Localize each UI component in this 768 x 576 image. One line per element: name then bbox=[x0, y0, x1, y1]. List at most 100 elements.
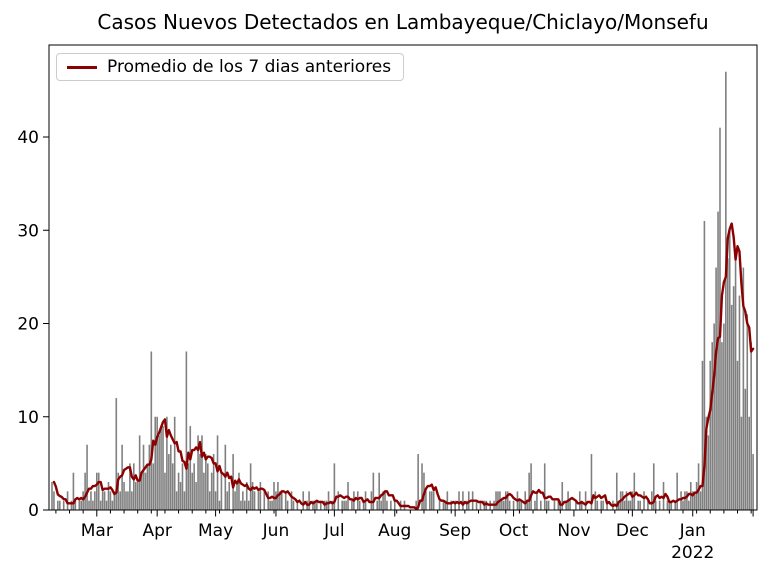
bar bbox=[251, 482, 254, 510]
bar bbox=[651, 491, 653, 510]
bar bbox=[752, 454, 754, 510]
bar bbox=[271, 500, 273, 510]
bar bbox=[376, 500, 379, 510]
bar bbox=[466, 500, 468, 510]
bar bbox=[528, 472, 530, 510]
bar bbox=[160, 426, 162, 510]
x-tick-label: Jan bbox=[679, 521, 706, 541]
bar bbox=[244, 500, 246, 510]
bar bbox=[524, 491, 527, 510]
bar bbox=[249, 463, 252, 511]
bar bbox=[115, 398, 118, 510]
x-tick-label: Mar bbox=[81, 521, 113, 541]
bar bbox=[686, 491, 688, 510]
bar bbox=[316, 500, 318, 510]
bar bbox=[259, 482, 262, 510]
bar bbox=[732, 286, 735, 510]
bar bbox=[506, 491, 509, 510]
bar bbox=[575, 500, 577, 510]
bar bbox=[674, 500, 676, 510]
bar bbox=[341, 500, 343, 510]
bar bbox=[382, 491, 384, 510]
x-tick-year-label: 2022 bbox=[671, 543, 714, 563]
bar bbox=[138, 435, 141, 510]
bar bbox=[144, 472, 147, 510]
bar bbox=[647, 500, 649, 510]
bar bbox=[228, 482, 231, 510]
bar bbox=[150, 351, 153, 510]
bar bbox=[637, 500, 639, 510]
bar bbox=[331, 500, 334, 510]
bar bbox=[703, 220, 706, 510]
bar bbox=[479, 500, 482, 510]
bar bbox=[117, 472, 120, 510]
bar bbox=[179, 482, 182, 510]
bar bbox=[565, 500, 567, 510]
bar bbox=[530, 463, 532, 511]
bar bbox=[691, 491, 694, 510]
x-tick-label: Jul bbox=[323, 521, 345, 541]
bar bbox=[518, 500, 521, 510]
bar bbox=[362, 500, 365, 510]
bar bbox=[380, 500, 382, 510]
bar bbox=[728, 230, 731, 510]
bar bbox=[156, 416, 158, 510]
bar bbox=[417, 454, 419, 510]
bar bbox=[557, 500, 560, 510]
bar bbox=[393, 500, 396, 510]
bar bbox=[337, 491, 340, 510]
bar bbox=[695, 482, 698, 510]
bar bbox=[119, 491, 121, 510]
bar bbox=[201, 435, 203, 510]
bar bbox=[146, 463, 149, 511]
bar bbox=[508, 500, 511, 510]
bar bbox=[177, 472, 180, 510]
bar bbox=[503, 500, 505, 510]
bar bbox=[185, 351, 188, 510]
bar bbox=[458, 491, 460, 510]
bar bbox=[158, 435, 160, 510]
bar bbox=[590, 454, 593, 510]
x-tick-label: Oct bbox=[499, 521, 529, 541]
bar bbox=[450, 500, 453, 510]
bar bbox=[689, 482, 692, 510]
bar bbox=[543, 463, 546, 511]
bar bbox=[372, 472, 375, 510]
bar bbox=[748, 416, 751, 510]
bar bbox=[740, 416, 743, 510]
bar bbox=[281, 491, 283, 510]
bar bbox=[199, 454, 201, 510]
bar bbox=[333, 463, 336, 511]
bar bbox=[730, 304, 733, 510]
bar bbox=[218, 500, 221, 510]
bar bbox=[421, 463, 423, 511]
bar bbox=[148, 444, 151, 510]
bar bbox=[290, 491, 293, 510]
bar bbox=[668, 500, 671, 510]
bar bbox=[125, 491, 127, 510]
bar bbox=[643, 491, 645, 510]
bar bbox=[123, 482, 125, 510]
bar bbox=[358, 500, 361, 510]
bar bbox=[378, 472, 380, 510]
bar bbox=[432, 491, 435, 510]
bar bbox=[504, 491, 507, 510]
bar bbox=[57, 500, 59, 510]
bar bbox=[234, 491, 236, 510]
y-tick-label: 20 bbox=[17, 315, 39, 335]
bar bbox=[296, 500, 299, 510]
bar bbox=[267, 491, 269, 510]
bar bbox=[639, 500, 641, 510]
bar bbox=[742, 267, 745, 510]
bar bbox=[425, 491, 427, 510]
x-tick-label: Nov bbox=[557, 521, 590, 541]
bar bbox=[168, 454, 170, 510]
bar bbox=[51, 482, 53, 510]
y-axis: 0 10 20 30 40 bbox=[17, 128, 49, 521]
bar bbox=[569, 500, 571, 510]
bar bbox=[594, 491, 597, 510]
bar bbox=[236, 482, 238, 510]
bar bbox=[86, 444, 88, 510]
bar bbox=[345, 500, 347, 510]
bar bbox=[438, 500, 441, 510]
